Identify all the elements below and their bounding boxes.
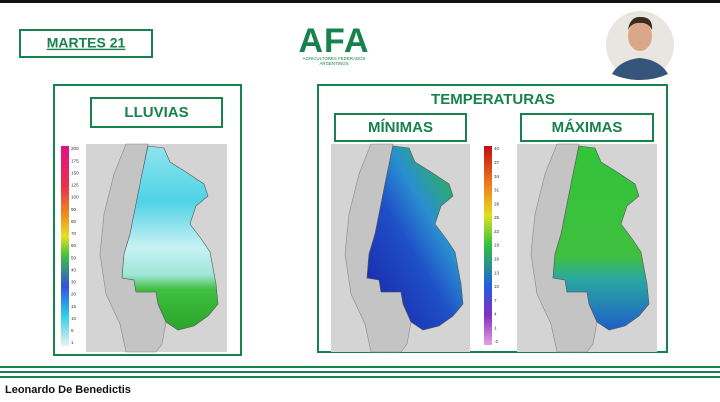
min-map <box>331 143 470 353</box>
scale-label: 90 <box>71 207 77 212</box>
scale-label: 22 <box>494 229 500 234</box>
rain-map <box>86 143 227 353</box>
rain-title: LLUVIAS <box>124 104 188 121</box>
max-title-box <box>520 113 654 142</box>
footer-line <box>0 371 720 373</box>
footer-line <box>0 376 720 378</box>
scale-label: 19 <box>494 243 500 248</box>
presenter-name: Leonardo De Benedictis <box>5 384 131 396</box>
scale-label: 4 <box>494 312 497 317</box>
scale-label: 1 <box>71 340 74 345</box>
date: MARTES 21 <box>47 35 126 51</box>
scale-label: 28 <box>494 201 500 206</box>
date-box <box>19 29 153 58</box>
temperature-scale-bar <box>484 146 492 345</box>
logo-name: AFA <box>299 22 370 60</box>
rain-scale-bar <box>61 146 69 346</box>
max-map <box>517 143 657 353</box>
min-title-box <box>334 113 467 142</box>
scale-label: 34 <box>494 174 500 179</box>
scale-label: 50 <box>71 255 77 260</box>
scale-label: 25 <box>494 215 500 220</box>
min-title: MÍNIMAS <box>368 119 433 136</box>
logo: AFA AGRICULTORES FEDERADOS ARGENTINOS <box>299 22 370 66</box>
scale-label: 7 <box>494 298 497 303</box>
logo-subtitle: ARGENTINOS <box>319 61 348 66</box>
max-title: MÁXIMAS <box>552 119 623 136</box>
scale-label: 40 <box>494 146 500 151</box>
scale-label: 13 <box>494 270 500 275</box>
scale-label: 60 <box>71 243 77 248</box>
temperature-title: TEMPERATURAS <box>431 91 555 108</box>
temperature-scale: 40 37 34 31 28 25 22 19 16 13 10 7 4 1 -2 <box>494 146 500 344</box>
scale-label: 200 <box>71 146 79 151</box>
scale-label: 100 <box>71 195 79 200</box>
top-bar <box>0 0 720 3</box>
scale-label: 37 <box>494 160 500 165</box>
scale-label: 70 <box>71 231 77 236</box>
scale-label: 5 <box>71 328 74 333</box>
scale-label: 31 <box>494 188 500 193</box>
footer-line <box>0 366 720 368</box>
logo-subtitle: AGRICULTORES FEDERADOS <box>303 56 366 61</box>
scale-label: 150 <box>71 170 79 175</box>
scale-label: 1 <box>494 325 497 330</box>
scale-label: 15 <box>71 304 77 309</box>
scale-label: 16 <box>494 257 500 262</box>
scale-label: -2 <box>494 339 499 344</box>
scale-label: 20 <box>71 292 77 297</box>
presenter-photo <box>606 11 674 80</box>
scale-label: 30 <box>71 280 77 285</box>
scale-label: 125 <box>71 183 79 188</box>
scale-label: 40 <box>71 267 77 272</box>
scale-label: 10 <box>71 316 77 321</box>
scale-label: 10 <box>494 284 500 289</box>
scale-label: 80 <box>71 219 77 224</box>
scale-label: 175 <box>71 158 79 163</box>
rain-scale: 200 175 150 125 100 90 80 70 60 50 40 30 20 15 10 5 1 <box>71 146 79 345</box>
rain-title-box <box>90 97 223 128</box>
